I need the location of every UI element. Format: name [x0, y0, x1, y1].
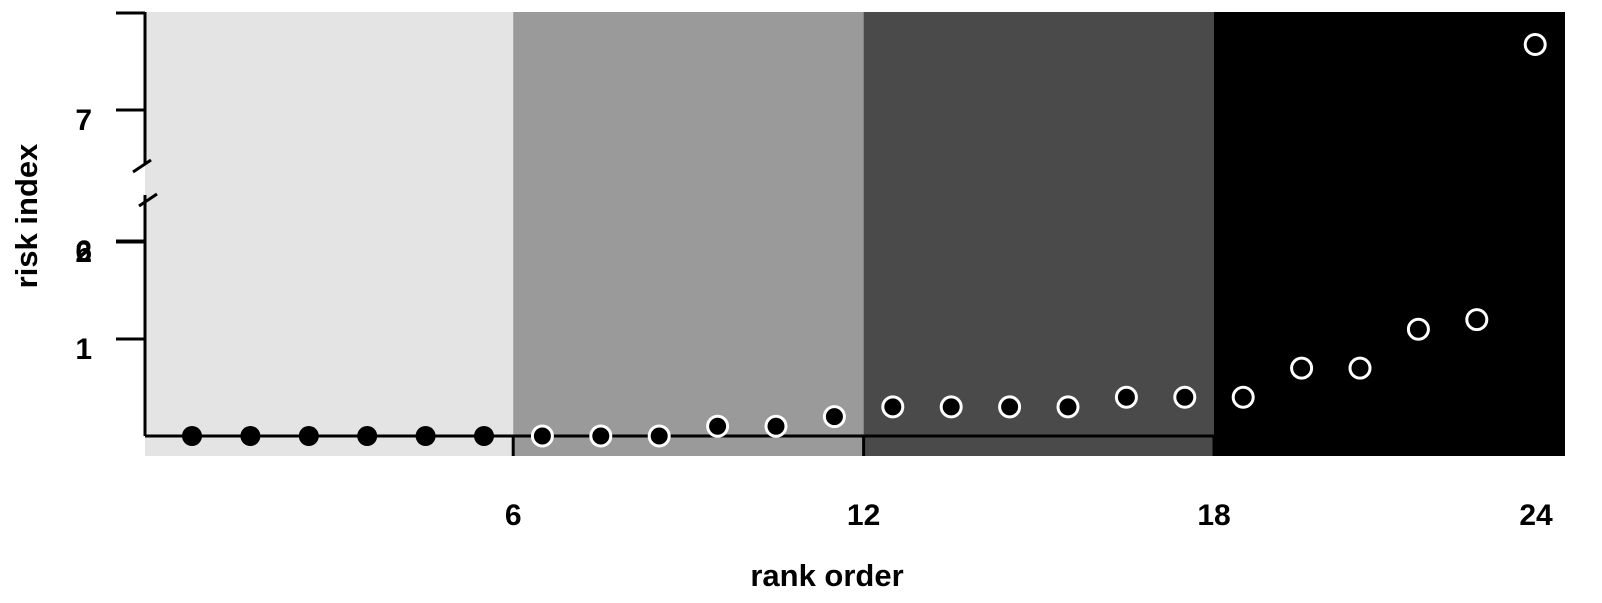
data-point-rank-22 [1406, 317, 1430, 341]
y-axis-title: risk index [9, 143, 44, 288]
data-point-rank-4 [357, 426, 378, 446]
data-point-rank-14 [939, 395, 963, 419]
data-point-rank-1 [182, 426, 202, 446]
x-tick-label-6: 6 [505, 499, 522, 532]
data-point-rank-3 [298, 426, 319, 446]
y-tick-label-7: 7 [75, 104, 92, 137]
x-tick-label-18: 18 [1197, 499, 1230, 532]
data-point-rank-11 [764, 414, 788, 438]
data-point-rank-8 [589, 424, 613, 448]
background-band-2 [513, 12, 864, 456]
data-point-rank-2 [240, 426, 261, 446]
data-point-rank-18 [1173, 385, 1197, 409]
y-axis-break-mark-2 [138, 192, 158, 208]
data-point-rank-17 [1114, 385, 1138, 409]
data-point-rank-20 [1290, 356, 1314, 380]
background-band-4 [1214, 12, 1565, 456]
data-point-rank-23 [1465, 308, 1489, 332]
data-point-rank-16 [1056, 395, 1080, 419]
x-axis-ticks: 6 12 18 24 [505, 436, 1553, 532]
data-point-rank-7 [530, 424, 554, 448]
data-points [182, 33, 1547, 448]
y-tick-label-6: 6 [75, 235, 92, 268]
y-axis-break-mark-1 [132, 158, 152, 174]
background-band-3 [863, 12, 1214, 456]
y-tick-label-2: 2 [75, 236, 92, 269]
data-point-rank-13 [881, 395, 905, 419]
y-axis-ticks: 1 26 7 [75, 11, 145, 366]
data-point-rank-21 [1348, 356, 1372, 380]
data-point-rank-15 [998, 395, 1022, 419]
data-point-rank-19 [1231, 385, 1255, 409]
y-tick-label-1: 1 [75, 333, 92, 366]
axes [132, 12, 1220, 438]
x-tick-label-24: 24 [1519, 499, 1553, 532]
data-point-rank-6 [474, 426, 494, 446]
x-axis-title: rank order [750, 558, 903, 593]
data-point-rank-12 [822, 405, 846, 429]
data-point-rank-10 [706, 414, 730, 438]
x-tick-label-12: 12 [847, 499, 880, 532]
data-point-rank-5 [415, 426, 436, 446]
data-point-rank-9 [647, 424, 671, 448]
data-point-rank-24 [1523, 33, 1547, 56]
background-band-1 [145, 12, 514, 456]
background-bands [145, 12, 1565, 456]
